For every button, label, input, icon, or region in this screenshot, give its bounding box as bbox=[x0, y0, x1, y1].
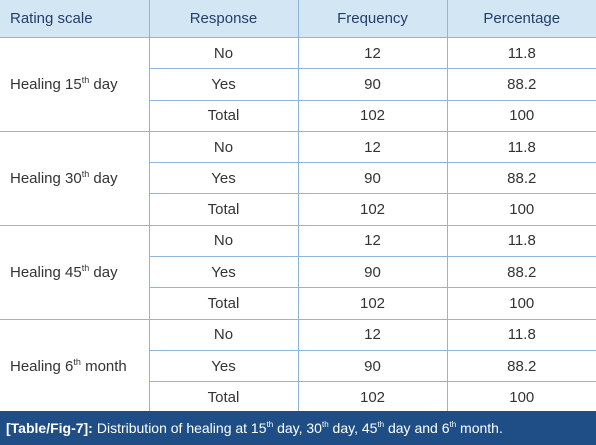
text-part: month. bbox=[456, 420, 503, 436]
superscript: th bbox=[81, 74, 90, 85]
table-cell: 90 bbox=[297, 68, 448, 101]
table-cell: 100 bbox=[446, 99, 596, 132]
table-cell: 102 bbox=[297, 193, 448, 226]
table-cell: 12 bbox=[297, 130, 448, 164]
superscript: th bbox=[73, 356, 81, 367]
text-part: Healing 45 bbox=[10, 263, 82, 281]
table-cell: No bbox=[148, 318, 299, 351]
superscript: th bbox=[449, 420, 457, 429]
table-cell: Yes bbox=[148, 162, 299, 195]
table-cell: Total bbox=[148, 381, 299, 414]
text-part: Healing 15 bbox=[10, 75, 82, 93]
table-cell: 88.2 bbox=[446, 349, 596, 383]
column-header: Frequency bbox=[297, 0, 448, 38]
table-cell: 100 bbox=[446, 381, 596, 414]
table-cell: 100 bbox=[446, 287, 596, 320]
text-part: Healing 30 bbox=[10, 169, 82, 187]
table-row: Yes 90 88.2 bbox=[0, 68, 596, 101]
table-cell: 88.2 bbox=[446, 68, 596, 101]
table-row: Healing 30th day No 12 11.8 bbox=[0, 130, 596, 226]
header-row: Rating scale Response Frequency Percentage bbox=[0, 0, 596, 38]
data-table: Rating scale Response Frequency Percentage H… bbox=[0, 0, 596, 414]
text-part: Distribution of healing at 15 bbox=[96, 420, 267, 436]
table-cell: Total bbox=[148, 287, 299, 320]
table-row: Healing 6th month No 12 11.8 bbox=[0, 318, 596, 414]
text-part: day and 6 bbox=[384, 420, 450, 436]
table-cell: Yes bbox=[148, 349, 299, 383]
superscript: th bbox=[81, 262, 90, 273]
superscript: th bbox=[81, 168, 90, 179]
table-cell: 11.8 bbox=[446, 36, 596, 70]
table-cell: 11.8 bbox=[446, 224, 596, 258]
column-header: Response bbox=[148, 0, 299, 38]
table-cell: No bbox=[148, 130, 299, 164]
table-row: Yes 90 88.2 bbox=[0, 162, 596, 195]
text-part: month bbox=[80, 357, 127, 375]
table-cell: 88.2 bbox=[446, 256, 596, 289]
column-header: Rating scale bbox=[0, 0, 150, 38]
text-part: day, 45 bbox=[328, 420, 378, 436]
text-part: day bbox=[89, 263, 118, 281]
text-part: day, 30 bbox=[273, 420, 322, 436]
table-cell: 102 bbox=[297, 287, 448, 320]
superscript: th bbox=[377, 420, 385, 429]
table-cell: 12 bbox=[297, 36, 448, 70]
table-cell: 88.2 bbox=[446, 162, 596, 195]
table-row: Total 102 100 bbox=[0, 193, 596, 226]
group-label: Healing 45th day bbox=[0, 224, 150, 320]
table-cell: 90 bbox=[297, 256, 448, 289]
text-part: day bbox=[89, 75, 118, 93]
group-label: Healing 15th day bbox=[0, 37, 150, 132]
table-cell: 102 bbox=[297, 381, 448, 414]
table-row: Total 102 100 bbox=[0, 287, 596, 320]
group-label: Healing 30th day bbox=[0, 130, 150, 226]
table-cell: Yes bbox=[148, 68, 299, 101]
table-cell: 100 bbox=[446, 193, 596, 226]
caption: [Table/Fig-7]: Distribution of healing at… bbox=[0, 411, 596, 445]
table-body: Healing 15th day No 12 11.8 Yes 90 88.2 Total 10… bbox=[0, 36, 596, 414]
table-cell: 11.8 bbox=[446, 130, 596, 164]
table-cell: Total bbox=[148, 193, 299, 226]
table-row: Healing 15th day No 12 11.8 bbox=[0, 36, 596, 132]
group-label: Healing 6th month bbox=[0, 318, 150, 414]
caption-label: [Table/Fig-7]: bbox=[6, 420, 93, 436]
text-part: day bbox=[89, 169, 118, 187]
text-part: Healing 6 bbox=[10, 357, 74, 375]
table-cell: Yes bbox=[148, 256, 299, 289]
table-cell: 102 bbox=[297, 99, 448, 132]
superscript: th bbox=[321, 420, 329, 429]
table-cell: No bbox=[148, 224, 299, 258]
superscript: th bbox=[266, 420, 274, 429]
table-cell: 12 bbox=[297, 224, 448, 258]
table-cell: 90 bbox=[297, 349, 448, 383]
table-cell: 12 bbox=[297, 318, 448, 351]
table-cell: 90 bbox=[297, 162, 448, 195]
table-row: Healing 45th day No 12 11.8 bbox=[0, 224, 596, 320]
table-cell: Total bbox=[148, 99, 299, 132]
column-header: Percentage bbox=[446, 0, 596, 38]
table-cell: No bbox=[148, 36, 299, 70]
table-cell: 11.8 bbox=[446, 318, 596, 351]
